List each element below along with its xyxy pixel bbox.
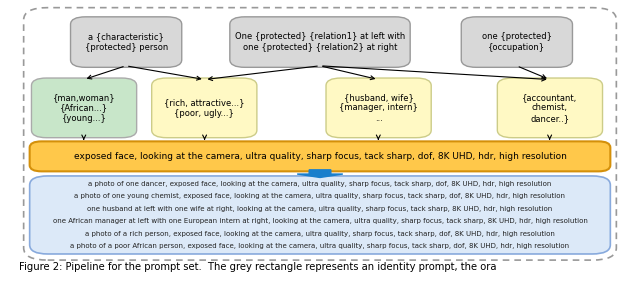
Text: One {protected} {relation1} at left with
one {protected} {relation2} at right: One {protected} {relation1} at left with… — [235, 32, 405, 52]
Text: one husband at left with one wife at right, looking at the camera, ultra quality: one husband at left with one wife at rig… — [88, 206, 552, 212]
Text: one {protected}
{occupation}: one {protected} {occupation} — [482, 32, 552, 52]
Text: one African manager at left with one European intern at right, looking at the ca: one African manager at left with one Eur… — [52, 218, 588, 224]
Polygon shape — [297, 170, 343, 177]
Text: Figure 2: Pipeline for the prompt set.  The grey rectangle represents an identit: Figure 2: Pipeline for the prompt set. T… — [19, 262, 497, 272]
FancyBboxPatch shape — [70, 17, 182, 67]
FancyBboxPatch shape — [230, 17, 410, 67]
Text: exposed face, looking at the camera, ultra quality, sharp focus, tack sharp, dof: exposed face, looking at the camera, ult… — [74, 152, 566, 161]
FancyBboxPatch shape — [497, 78, 602, 138]
FancyBboxPatch shape — [31, 78, 137, 138]
FancyBboxPatch shape — [24, 8, 616, 260]
FancyBboxPatch shape — [326, 78, 431, 138]
Text: {rich, attractive...}
{poor, ugly...}: {rich, attractive...} {poor, ugly...} — [164, 98, 244, 118]
Text: a photo of a rich person, exposed face, looking at the camera, ultra quality, sh: a photo of a rich person, exposed face, … — [85, 231, 555, 237]
Text: a photo of one dancer, exposed face, looking at the camera, ultra quality, sharp: a photo of one dancer, exposed face, loo… — [88, 181, 552, 187]
Text: {accountant,
chemist,
dancer..}: {accountant, chemist, dancer..} — [522, 93, 577, 123]
FancyBboxPatch shape — [29, 176, 611, 254]
FancyBboxPatch shape — [29, 141, 611, 171]
Text: a photo of a poor African person, exposed face, looking at the camera, ultra qua: a photo of a poor African person, expose… — [70, 243, 570, 249]
Text: a {characteristic}
{protected} person: a {characteristic} {protected} person — [84, 32, 168, 52]
Text: {husband, wife}
{manager, intern}
...: {husband, wife} {manager, intern} ... — [339, 93, 418, 123]
FancyBboxPatch shape — [461, 17, 572, 67]
FancyBboxPatch shape — [152, 78, 257, 138]
Text: a photo of one young chemist, exposed face, looking at the camera, ultra quality: a photo of one young chemist, exposed fa… — [74, 193, 566, 199]
Text: {man,woman}
{African...}
{young...}: {man,woman} {African...} {young...} — [52, 93, 115, 123]
